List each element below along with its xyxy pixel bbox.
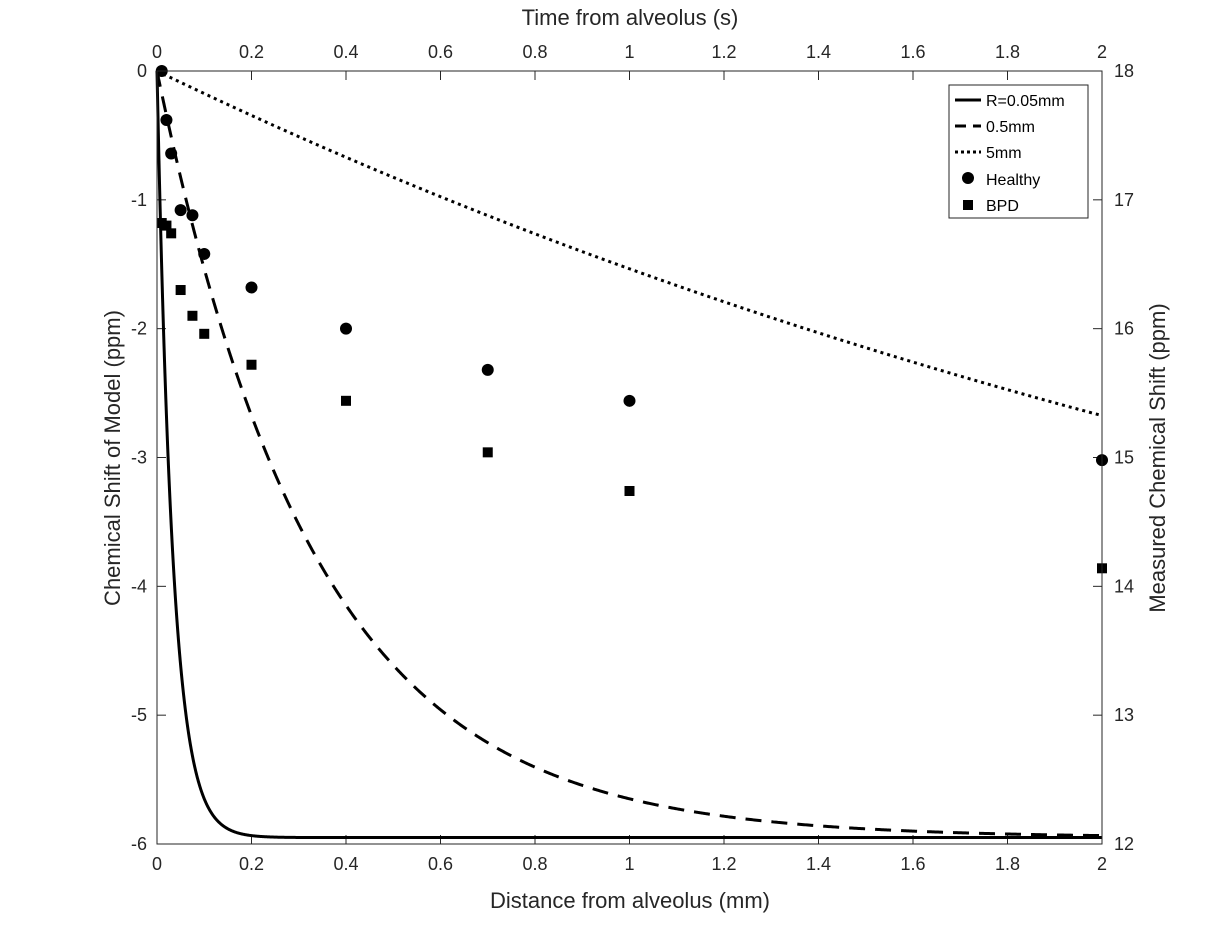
x-tick-label-top: 0.4: [333, 42, 358, 62]
x-tick-label-top: 0.8: [522, 42, 547, 62]
x-tick-label-bottom: 0.6: [428, 854, 453, 874]
model-series-line-2: [155, 69, 1103, 418]
markers-layer: [155, 65, 1108, 574]
healthy-point: [165, 147, 178, 160]
x-tick-label-top: 1: [624, 42, 634, 62]
x-tick-label-top: 0.6: [428, 42, 453, 62]
healthy-point: [198, 247, 211, 260]
x-axis-label-bottom: Distance from alveolus (mm): [490, 888, 770, 913]
x-tick-label-bottom: 2: [1097, 854, 1107, 874]
x-tick-label-bottom: 0.8: [522, 854, 547, 874]
x-tick-label-top: 1.2: [711, 42, 736, 62]
bpd-point: [482, 447, 493, 458]
bpd-point: [624, 485, 635, 496]
x-tick-label-top: 2: [1097, 42, 1107, 62]
bpd-point: [166, 228, 177, 239]
x-tick-label-top: 0.2: [239, 42, 264, 62]
y-left-tick-label: -4: [131, 576, 147, 596]
x-tick-label-top: 1.4: [806, 42, 831, 62]
y-right-tick-label: 15: [1114, 448, 1134, 468]
legend-box: [948, 84, 1089, 219]
y-left-tick-label: 0: [137, 61, 147, 81]
bpd-point: [246, 359, 257, 370]
y-left-tick-label: -6: [131, 834, 147, 854]
x-tick-label-bottom: 0.2: [239, 854, 264, 874]
x-tick-label-top: 0: [152, 42, 162, 62]
y-right-tick-label: 13: [1114, 705, 1134, 725]
x-tick-label-bottom: 0: [152, 854, 162, 874]
x-tick-label-bottom: 1.8: [995, 854, 1020, 874]
legend: R=0.05mm 0.5mm 5mm Healthy BPD: [948, 84, 1089, 219]
x-tick-label-top: 1.6: [900, 42, 925, 62]
legend-label-r05: 0.5mm: [986, 119, 1035, 136]
y-left-tick-label: -3: [131, 448, 147, 468]
legend-label-r005: R=0.05mm: [986, 93, 1065, 110]
healthy-point: [174, 204, 187, 217]
ticks-layer: 000.20.20.40.40.60.60.80.8111.21.21.41.4…: [131, 42, 1134, 874]
y-right-tick-label: 14: [1114, 576, 1134, 596]
healthy-point: [340, 322, 352, 335]
bpd-point: [175, 285, 186, 296]
x-tick-label-bottom: 0.4: [333, 854, 358, 874]
bpd-point: [341, 395, 351, 406]
bpd-point: [187, 310, 198, 321]
legend-marker-healthy: [962, 172, 974, 184]
y-left-tick-label: -2: [131, 319, 147, 339]
healthy-point: [481, 363, 494, 376]
x-tick-label-top: 1.8: [995, 42, 1020, 62]
bpd-point: [161, 220, 172, 231]
y-right-tick-label: 17: [1114, 190, 1134, 210]
x-axis-label-top: Time from alveolus (s): [522, 5, 739, 30]
x-tick-label-bottom: 1.4: [806, 854, 831, 874]
legend-label-bpd: BPD: [986, 198, 1019, 215]
healthy-point: [160, 113, 173, 126]
y-right-tick-label: 16: [1114, 319, 1134, 339]
x-tick-label-bottom: 1: [624, 854, 634, 874]
series-layer: [155, 69, 1103, 840]
y-axis-label-left: Chemical Shift of Model (ppm): [100, 310, 125, 606]
x-tick-label-bottom: 1.6: [900, 854, 925, 874]
y-right-tick-label: 18: [1114, 61, 1134, 81]
bpd-point: [199, 328, 210, 339]
model-series-line-0: [155, 69, 1102, 840]
healthy-point: [186, 209, 199, 222]
legend-label-r5: 5mm: [986, 145, 1022, 162]
y-right-tick-label: 12: [1114, 834, 1134, 854]
legend-label-healthy: Healthy: [986, 172, 1040, 189]
y-left-tick-label: -1: [131, 190, 147, 210]
healthy-point: [623, 394, 636, 407]
healthy-point: [245, 281, 258, 294]
y-left-tick-label: -5: [131, 705, 147, 725]
plot-frame: [156, 70, 1103, 845]
y-axis-label-right: Measured Chemical Shift (ppm): [1145, 303, 1170, 612]
x-tick-label-bottom: 1.2: [711, 854, 736, 874]
legend-marker-bpd: [963, 200, 973, 210]
